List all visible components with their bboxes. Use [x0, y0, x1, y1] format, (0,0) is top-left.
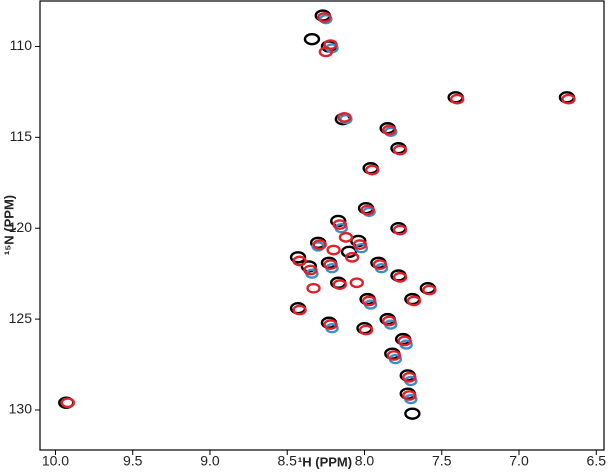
- peak: [326, 244, 341, 256]
- x-tick-label: 10.0: [42, 453, 69, 469]
- peak: [386, 350, 402, 361]
- peak: [404, 407, 421, 420]
- x-tick-label: 9.0: [200, 453, 220, 469]
- x-tick-label: 7.0: [509, 453, 529, 469]
- peak: [402, 371, 417, 383]
- peak: [422, 284, 437, 296]
- peak: [303, 32, 321, 46]
- peak: [323, 259, 338, 270]
- peak: [318, 46, 334, 58]
- y-tick-label: 110: [10, 37, 33, 53]
- peak: [406, 295, 422, 307]
- peak: [392, 224, 408, 236]
- peak: [292, 304, 307, 316]
- y-axis-label: ¹⁵N (PPM): [1, 195, 16, 255]
- peak: [292, 255, 307, 267]
- peak: [372, 259, 388, 270]
- peak: [352, 239, 368, 250]
- peak: [450, 93, 465, 105]
- y-tick-label: 130: [9, 401, 33, 417]
- peak: [392, 144, 408, 156]
- peak: [323, 319, 338, 330]
- peak: [332, 219, 347, 230]
- plot-frame: [39, 0, 605, 451]
- peak: [60, 397, 76, 409]
- x-tick-label: 7.5: [432, 453, 452, 469]
- peak: [361, 295, 377, 307]
- peak: [382, 124, 397, 136]
- peak: [365, 164, 380, 176]
- peak: [392, 271, 408, 283]
- x-tick-label: 8.0: [355, 453, 375, 469]
- peak: [344, 251, 360, 263]
- peak: [349, 277, 364, 289]
- peak: [338, 231, 354, 243]
- peak: [289, 251, 307, 264]
- peak: [317, 11, 332, 23]
- x-axis-label: ¹H (PPM): [298, 454, 352, 469]
- y-tick-label: 115: [10, 128, 33, 144]
- peak: [337, 111, 352, 123]
- peak: [306, 282, 321, 294]
- peak: [312, 239, 327, 250]
- peak: [397, 335, 412, 347]
- peak: [340, 245, 358, 259]
- peak: [360, 204, 375, 216]
- peak: [382, 315, 397, 327]
- peak: [303, 264, 318, 276]
- peak: [402, 390, 417, 401]
- y-tick-label: 125: [9, 310, 33, 326]
- peak: [561, 93, 576, 105]
- y-tick-label: 120: [9, 219, 33, 235]
- x-tick-label: 9.5: [123, 453, 143, 469]
- peak: [332, 279, 347, 290]
- x-tick-label: 8.5: [277, 453, 297, 469]
- x-tick-label: 6.5: [587, 453, 607, 469]
- peak: [358, 324, 374, 336]
